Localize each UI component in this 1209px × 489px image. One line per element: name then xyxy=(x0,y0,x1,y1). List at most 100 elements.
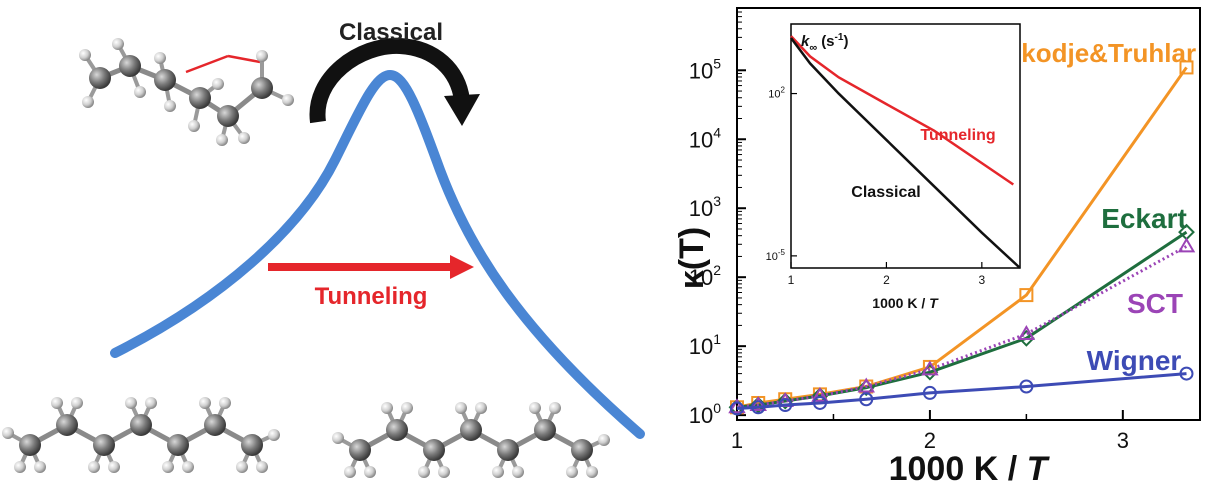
data-point-triangle xyxy=(728,398,746,414)
hydrogen-atom xyxy=(236,461,248,473)
hydrogen-atom xyxy=(549,402,561,414)
data-point-circle xyxy=(751,400,766,415)
inset-x-tick-label: 3 xyxy=(978,273,985,287)
hydrogen-atom xyxy=(598,434,610,446)
reaction-schematic: Classical Tunneling xyxy=(2,19,645,478)
bond xyxy=(227,54,261,64)
hydrogen-atom xyxy=(14,461,26,473)
bond xyxy=(185,54,229,74)
inset-y-tick-label: 10-5 xyxy=(766,248,786,263)
main-x-tick-label: 2 xyxy=(924,428,936,453)
data-point-square xyxy=(1019,288,1034,303)
carbon-atom xyxy=(497,439,519,461)
hydrogen-atom xyxy=(344,466,356,478)
series-line-wigner xyxy=(736,372,1187,410)
hydrogen-atom xyxy=(401,402,413,414)
carbon-atom xyxy=(204,414,226,436)
data-point-circle xyxy=(1179,366,1194,381)
inset-y-axis: 10-5 102 xyxy=(766,86,797,263)
hydrogen-atom xyxy=(112,38,124,50)
data-point-circle xyxy=(812,395,827,410)
inset-series-line-tunneling xyxy=(790,35,1015,186)
hydrogen-atom xyxy=(219,397,231,409)
tunneling-arrow-icon xyxy=(268,255,474,279)
hydrogen-atom xyxy=(256,461,268,473)
carbon-atom xyxy=(19,434,41,456)
carbon-atom xyxy=(167,434,189,456)
hydrogen-atom xyxy=(108,461,120,473)
inset-series-labels: Tunneling Classical xyxy=(851,127,995,201)
carbon-atom xyxy=(386,419,408,441)
series-label-eckart: Eckart xyxy=(1101,203,1187,234)
main-y-axis-label: κ(T) xyxy=(673,227,711,289)
carbon-atom xyxy=(189,87,211,109)
main-x-axis: 1 2 3 xyxy=(731,410,1129,453)
carbon-atom xyxy=(571,439,593,461)
data-point-circle xyxy=(778,398,793,413)
hydrogen-atom xyxy=(216,134,228,146)
tunneling-label: Tunneling xyxy=(315,283,428,310)
series-line-sct xyxy=(736,245,1188,409)
hydrogen-atom xyxy=(256,50,268,62)
data-point-square xyxy=(1179,60,1194,75)
data-point-circle xyxy=(922,385,937,400)
data-point-circle xyxy=(1019,379,1034,394)
data-point-triangle xyxy=(857,377,875,393)
data-point-circle xyxy=(859,392,874,407)
carbon-atom xyxy=(241,434,263,456)
inset-chart: 10-5 102 1 2 3 Tunneling Classical k∞ (s-1) 1… xyxy=(766,23,1021,311)
main-plot-frame xyxy=(736,7,1201,421)
inset-y-tick-label: 102 xyxy=(768,86,785,101)
reactant-molecule-icon xyxy=(2,397,280,473)
inset-series-label-tunneling: Tunneling xyxy=(920,127,995,144)
hydrogen-atom xyxy=(212,78,224,90)
carbon-atom xyxy=(89,67,111,89)
hydrogen-atom xyxy=(162,461,174,473)
barrier-curve xyxy=(110,69,645,439)
carbon-atom xyxy=(119,55,141,77)
hydrogen-atom xyxy=(455,402,467,414)
hydrogen-atom xyxy=(125,397,137,409)
hydrogen-atom xyxy=(51,397,63,409)
data-point-triangle xyxy=(811,386,829,402)
main-series-labels: Skodje&Truhlar Eckart SCT Wigner xyxy=(1004,38,1196,376)
carbon-atom xyxy=(154,69,176,91)
inset-series-group xyxy=(790,35,1021,269)
main-x-tick-label: 1 xyxy=(731,428,743,453)
main-x-axis-label: 1000 K / T xyxy=(889,450,1051,488)
kappa-chart: 100 101 102 103 104 105 1 2 3 Skodje&Truhlar Eck… xyxy=(673,7,1201,488)
carbon-atom xyxy=(93,434,115,456)
main-y-tick-label: 101 xyxy=(689,331,721,359)
hydrogen-atom xyxy=(88,461,100,473)
hydrogen-atom xyxy=(2,427,14,439)
carbon-atom xyxy=(130,414,152,436)
main-y-tick-label: 105 xyxy=(689,55,721,83)
main-series-group xyxy=(728,60,1196,416)
inset-series-line-classical xyxy=(790,37,1021,269)
product-molecule-icon xyxy=(332,402,610,478)
hydrogen-atom xyxy=(238,132,250,144)
main-y-tick-label: 104 xyxy=(689,124,721,152)
hydrogen-atom xyxy=(34,461,46,473)
hydrogen-atom xyxy=(188,120,200,132)
hydrogen-atom xyxy=(512,466,524,478)
hydrogen-atom xyxy=(529,402,541,414)
hydrogen-atom xyxy=(332,432,344,444)
hydrogen-atom xyxy=(134,86,146,98)
hydrogen-atom xyxy=(71,397,83,409)
hydrogen-atom xyxy=(381,402,393,414)
hydrogen-atom xyxy=(154,52,166,64)
carbon-atom xyxy=(423,439,445,461)
hydrogen-atom xyxy=(268,429,280,441)
carbon-atom xyxy=(251,77,273,99)
hydrogen-atom xyxy=(364,466,376,478)
ts-molecule-icon xyxy=(79,38,294,146)
hydrogen-atom xyxy=(566,466,578,478)
main-y-axis: 100 101 102 103 104 105 xyxy=(689,7,746,428)
data-point-diamond xyxy=(776,392,794,410)
hydrogen-atom xyxy=(199,397,211,409)
data-point-triangle xyxy=(749,396,767,412)
series-label-sct: SCT xyxy=(1127,288,1183,319)
series-label-skodje-truhlar: Skodje&Truhlar xyxy=(1004,38,1196,68)
